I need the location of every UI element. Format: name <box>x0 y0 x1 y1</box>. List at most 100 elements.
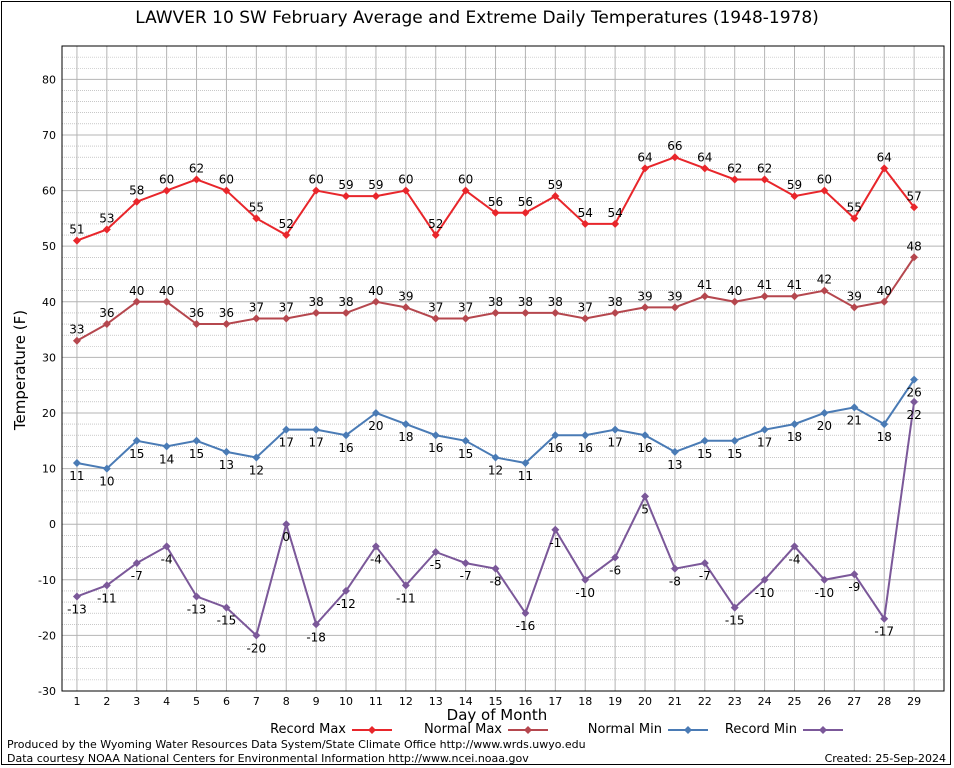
data-point <box>670 564 679 573</box>
data-point <box>760 292 769 301</box>
x-tick-label: 16 <box>518 695 532 708</box>
data-point <box>910 253 919 262</box>
x-tick-label: 26 <box>817 695 831 708</box>
x-tick-label: 11 <box>369 695 383 708</box>
data-label: 38 <box>488 295 503 309</box>
data-point <box>551 308 560 317</box>
x-tick-label: 20 <box>638 695 652 708</box>
data-point <box>222 447 231 456</box>
data-point <box>760 425 769 434</box>
data-point <box>730 297 739 306</box>
y-tick-label: 30 <box>42 351 56 364</box>
data-point <box>192 175 201 184</box>
data-point <box>461 559 470 568</box>
data-label: 62 <box>189 161 204 175</box>
data-point <box>850 303 859 312</box>
data-label: -9 <box>848 580 860 594</box>
data-label: 37 <box>279 300 294 314</box>
data-point <box>461 186 470 195</box>
data-point <box>850 570 859 579</box>
data-point <box>820 408 829 417</box>
data-point <box>342 586 351 595</box>
data-label: 58 <box>129 184 144 198</box>
y-tick-label: 50 <box>42 240 56 253</box>
data-label: 17 <box>757 436 772 450</box>
x-tick-label: 18 <box>578 695 592 708</box>
data-point <box>132 297 141 306</box>
data-point <box>730 175 739 184</box>
data-point <box>700 436 709 445</box>
data-point <box>282 520 291 529</box>
data-point <box>371 542 380 551</box>
data-point <box>880 164 889 173</box>
data-label: 59 <box>548 178 563 192</box>
data-label: -7 <box>460 569 472 583</box>
data-label: -7 <box>131 569 143 583</box>
x-tick-label: 15 <box>489 695 503 708</box>
data-label: 15 <box>697 447 712 461</box>
data-label: -16 <box>516 619 536 633</box>
data-label: 18 <box>787 430 802 444</box>
data-point <box>491 308 500 317</box>
x-tick-label: 23 <box>728 695 742 708</box>
data-label: 14 <box>159 452 174 466</box>
data-label: 59 <box>368 178 383 192</box>
data-label: -10 <box>755 586 775 600</box>
x-axis-label: Day of Month <box>446 706 548 724</box>
data-label: -4 <box>161 552 173 566</box>
data-label: -11 <box>97 591 117 605</box>
data-point <box>611 425 620 434</box>
data-point <box>700 164 709 173</box>
data-point <box>670 153 679 162</box>
data-label: -8 <box>490 575 502 589</box>
data-point <box>730 603 739 612</box>
footer-producer: Produced by the Wyoming Water Resources … <box>7 738 586 751</box>
legend-label: Normal Max <box>423 722 502 737</box>
data-label: 36 <box>189 306 204 320</box>
x-tick-label: 12 <box>399 695 413 708</box>
data-label: -13 <box>187 602 207 616</box>
data-label: -4 <box>370 552 382 566</box>
x-tick-label: 27 <box>847 695 861 708</box>
data-label: 16 <box>637 441 652 455</box>
x-tick-label: 6 <box>223 695 230 708</box>
data-point <box>431 547 440 556</box>
data-label: 40 <box>159 284 174 298</box>
data-label: 60 <box>398 173 413 187</box>
data-point <box>880 614 889 623</box>
data-label: 54 <box>578 206 593 220</box>
data-label: 62 <box>727 161 742 175</box>
data-point <box>880 420 889 429</box>
data-label: 17 <box>607 436 622 450</box>
data-point <box>371 192 380 201</box>
data-label: 55 <box>249 200 264 214</box>
data-point <box>910 203 919 212</box>
data-point <box>252 214 261 223</box>
x-tick-label: 25 <box>788 695 802 708</box>
data-point <box>342 431 351 440</box>
y-tick-label: 10 <box>42 463 56 476</box>
legend-swatch <box>508 726 548 734</box>
data-point <box>641 492 650 501</box>
data-label: 64 <box>697 150 712 164</box>
data-point <box>132 559 141 568</box>
data-point <box>312 308 321 317</box>
data-point <box>670 303 679 312</box>
data-point <box>102 464 111 473</box>
data-point <box>641 431 650 440</box>
data-label: 16 <box>428 441 443 455</box>
data-label: 16 <box>578 441 593 455</box>
data-label: -7 <box>699 569 711 583</box>
data-label: 38 <box>338 295 353 309</box>
data-label: 16 <box>548 441 563 455</box>
legend-swatch <box>352 726 392 734</box>
data-label: 36 <box>219 306 234 320</box>
data-point <box>521 609 530 618</box>
y-tick-label: -10 <box>38 574 56 587</box>
data-label: 38 <box>308 295 323 309</box>
footer-created-date: Created: 25-Sep-2024 <box>824 752 946 765</box>
series-record-min: -13-11-7-4-13-15-200-18-12-4-11-5-7 -8-16… <box>67 397 922 655</box>
data-point <box>162 542 171 551</box>
data-label: 59 <box>787 178 802 192</box>
